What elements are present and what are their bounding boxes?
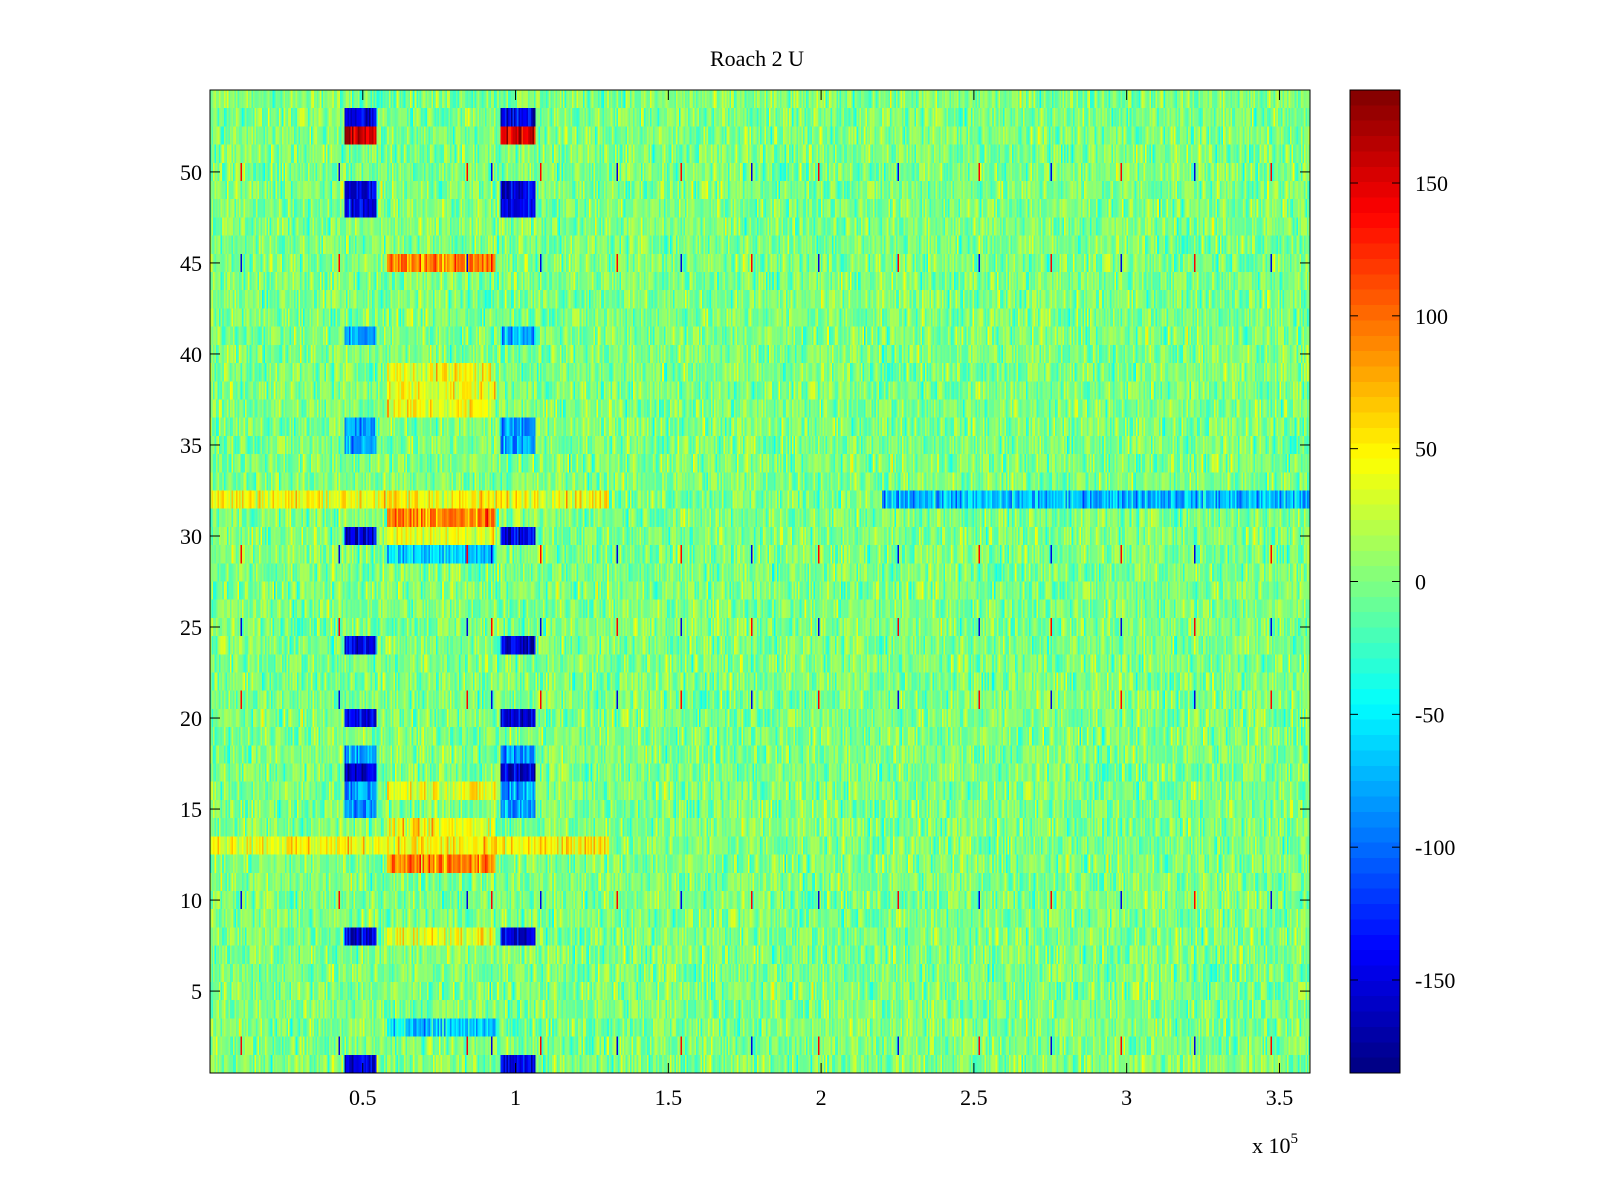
colorbar-ticks: 150 100 50 0 -50 -100 -150 [1350, 171, 1455, 993]
heatmap-image [210, 90, 1310, 1073]
x-multiplier-exponent: 5 [1291, 1131, 1299, 1147]
y-tick-label: 20 [180, 706, 202, 731]
x-tick-label: 3 [1121, 1085, 1132, 1110]
plot-frame [209, 89, 1311, 1074]
y-tick-label: 50 [180, 160, 202, 185]
colorbar-tick-label: 150 [1415, 171, 1448, 196]
chart-title: Roach 2 U [710, 46, 804, 71]
y-tick-label: 5 [191, 979, 202, 1004]
y-tick-label: 40 [180, 342, 202, 367]
y-tick-label: 45 [180, 251, 202, 276]
x-multiplier-base: x 10 [1252, 1133, 1291, 1158]
colorbar-tick-label: 50 [1415, 437, 1437, 462]
colorbar-gradient [1350, 90, 1400, 1073]
x-tick-label: 2 [816, 1085, 827, 1110]
colorbar-tick-label: -150 [1415, 968, 1455, 993]
y-axis: 5 10 15 20 25 30 35 40 45 50 [180, 160, 1310, 1004]
x-axis-multiplier: x 105 [1252, 1131, 1298, 1158]
colorbar-tick-label: -50 [1415, 702, 1444, 727]
x-tick-label: 2.5 [960, 1085, 988, 1110]
colorbar: 150 100 50 0 -50 -100 -150 [1349, 89, 1455, 1074]
x-tick-label: 1.5 [655, 1085, 683, 1110]
x-tick-label: 3.5 [1266, 1085, 1294, 1110]
colorbar-tick-label: 0 [1415, 570, 1426, 595]
y-tick-label: 15 [180, 797, 202, 822]
y-tick-label: 30 [180, 524, 202, 549]
y-tick-label: 35 [180, 433, 202, 458]
x-tick-label: 1 [510, 1085, 521, 1110]
colorbar-tick-label: -100 [1415, 835, 1455, 860]
heatmap-plot-area [209, 89, 1311, 1074]
colorbar-tick-label: 100 [1415, 304, 1448, 329]
y-tick-label: 25 [180, 615, 202, 640]
x-axis: 0.5 1 1.5 2 2.5 3 3.5 [349, 90, 1293, 1110]
x-tick-label: 0.5 [349, 1085, 377, 1110]
y-tick-label: 10 [180, 888, 202, 913]
